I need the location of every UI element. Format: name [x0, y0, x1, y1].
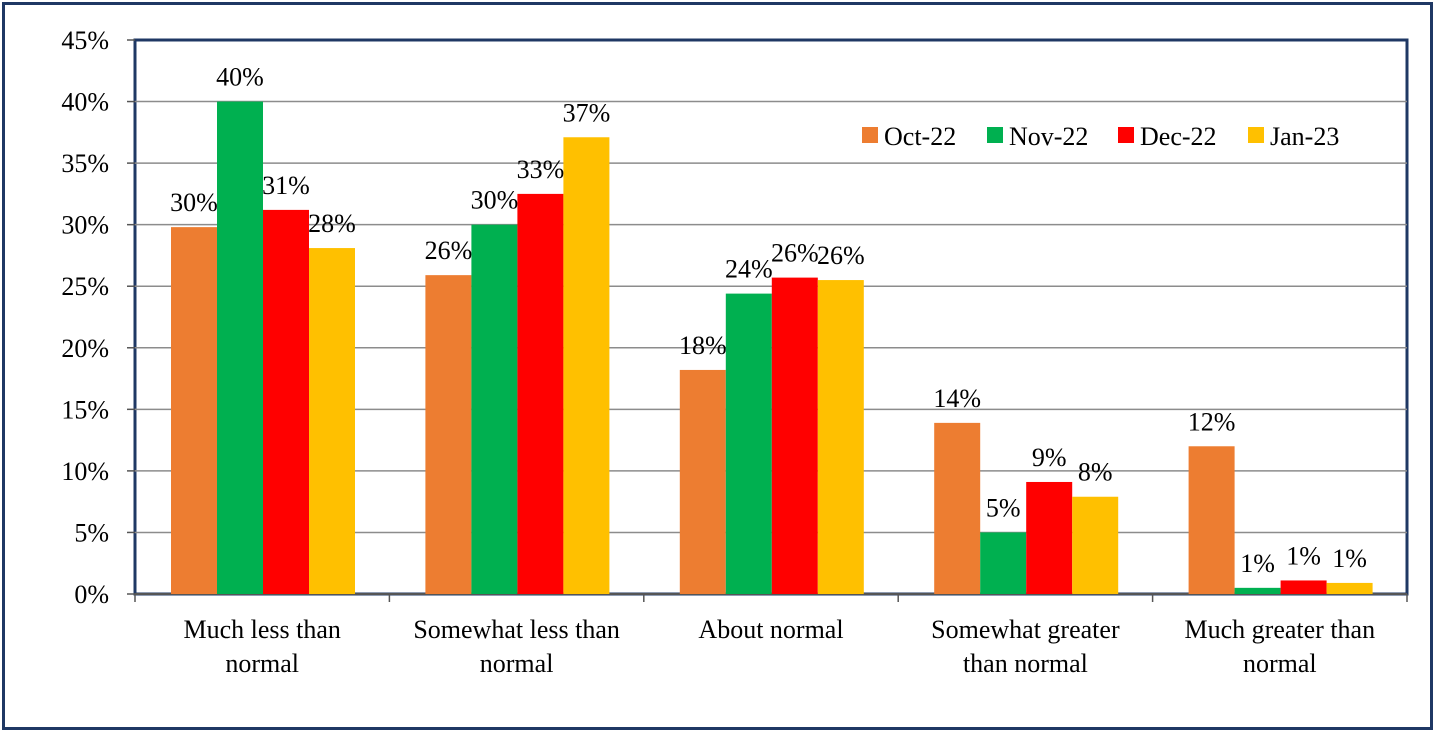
legend-swatch [1118, 127, 1134, 143]
data-label: 8% [1078, 458, 1113, 487]
y-tick-label: 40% [61, 88, 109, 117]
data-label: 1% [1332, 544, 1367, 573]
bar-dec-22 [517, 193, 564, 594]
y-tick-label: 15% [61, 395, 109, 424]
bar-oct-22 [425, 275, 472, 594]
x-category-label: Much less than [183, 615, 340, 644]
x-category-label: than normal [963, 649, 1088, 678]
data-label: 9% [1032, 443, 1067, 472]
bar-nov-22 [1234, 587, 1281, 594]
x-category-label: normal [225, 649, 299, 678]
bar-jan-23 [1326, 582, 1373, 594]
y-tick-label: 10% [61, 457, 109, 486]
legend-label: Nov-22 [1009, 122, 1088, 151]
bar-oct-22 [1188, 446, 1235, 594]
bar-nov-22 [217, 101, 263, 595]
bar-jan-23 [309, 248, 355, 594]
bar-jan-23 [563, 137, 610, 594]
bar-nov-22 [471, 224, 518, 594]
data-label: 14% [933, 384, 981, 413]
data-label: 26% [771, 239, 819, 268]
data-label: 18% [679, 331, 727, 360]
data-label: 30% [170, 188, 218, 217]
y-tick-label: 30% [61, 211, 109, 240]
data-label: 26% [817, 241, 865, 270]
data-label: 26% [425, 236, 473, 265]
data-label: 1% [1286, 541, 1321, 570]
y-tick-label: 35% [61, 149, 109, 178]
data-label: 24% [725, 255, 773, 284]
legend-label: Oct-22 [884, 122, 956, 151]
x-category-label: About normal [698, 615, 843, 644]
x-category-label: Somewhat greater [931, 615, 1120, 644]
data-label: 40% [216, 63, 264, 92]
data-label: 37% [563, 98, 611, 127]
bar-jan-23 [817, 280, 864, 594]
data-label: 33% [517, 155, 565, 184]
data-label: 30% [471, 186, 519, 215]
bar-oct-22 [171, 227, 217, 594]
y-tick-label: 20% [61, 334, 109, 363]
y-tick-label: 25% [61, 272, 109, 301]
legend-label: Jan-23 [1270, 122, 1339, 151]
data-label: 1% [1240, 549, 1275, 578]
bar-dec-22 [1026, 481, 1073, 594]
legend-label: Dec-22 [1140, 122, 1217, 151]
y-tick-label: 0% [74, 580, 109, 609]
legend-swatch [1248, 127, 1264, 143]
x-category-label: Somewhat less than [413, 615, 620, 644]
bar-nov-22 [725, 293, 772, 594]
bar-nov-22 [980, 532, 1027, 594]
x-category-label: Much greater than [1185, 615, 1376, 644]
bar-oct-22 [934, 422, 981, 594]
data-label: 28% [308, 209, 356, 238]
y-tick-label: 5% [74, 518, 109, 547]
bar-dec-22 [1280, 580, 1327, 594]
x-category-label: normal [1243, 649, 1317, 678]
data-label: 5% [986, 493, 1021, 522]
y-tick-label: 45% [61, 26, 109, 55]
x-category-label: normal [480, 649, 554, 678]
legend-swatch [987, 127, 1003, 143]
bar-oct-22 [679, 369, 726, 594]
bar-jan-23 [1072, 496, 1119, 594]
bar-dec-22 [263, 209, 309, 595]
bar-dec-22 [771, 277, 818, 594]
legend-swatch [862, 127, 878, 143]
data-label: 31% [262, 171, 310, 200]
data-label: 12% [1188, 407, 1236, 436]
